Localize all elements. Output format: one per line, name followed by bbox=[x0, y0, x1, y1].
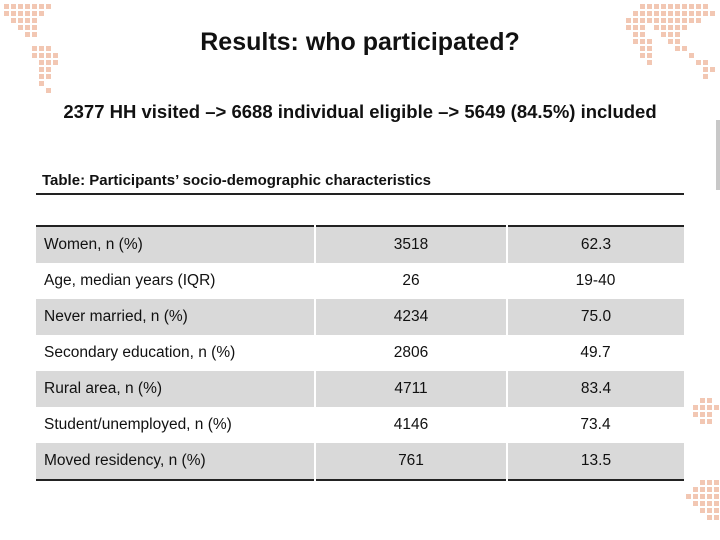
table-row: Secondary education, n (%) 2806 49.7 bbox=[36, 335, 684, 371]
row-count: 761 bbox=[314, 443, 507, 480]
row-label: Student/unemployed, n (%) bbox=[44, 416, 232, 433]
row-count: 2806 bbox=[393, 344, 429, 361]
row-label: Rural area, n (%) bbox=[36, 371, 315, 407]
table-row: Rural area, n (%) 4711 83.4 bbox=[36, 371, 684, 407]
table-row: Moved residency, n (%) 761 13.5 bbox=[36, 443, 684, 480]
row-label: Secondary education, n (%) bbox=[44, 344, 236, 361]
row-value: 73.4 bbox=[580, 416, 611, 433]
row-value: 13.5 bbox=[506, 443, 684, 480]
row-count: 4711 bbox=[314, 371, 507, 407]
edge-decoration-bar bbox=[716, 120, 720, 190]
participants-table: Women, n (%) 3518 62.3 Age, median years… bbox=[36, 225, 684, 481]
row-value: 19-40 bbox=[575, 272, 616, 289]
row-label: Women, n (%) bbox=[36, 226, 315, 263]
row-label: Age, median years (IQR) bbox=[44, 272, 216, 289]
row-value: 49.7 bbox=[580, 344, 611, 361]
row-count: 26 bbox=[402, 272, 420, 289]
slide-subtitle: 2377 HH visited –> 6688 individual eligi… bbox=[63, 101, 657, 122]
table-row: Age, median years (IQR) 26 19-40 bbox=[36, 263, 684, 299]
row-count: 4234 bbox=[314, 299, 507, 335]
row-label: Never married, n (%) bbox=[36, 299, 315, 335]
row-value: 62.3 bbox=[506, 226, 684, 263]
table-caption: Table: Participants’ socio-demographic c… bbox=[42, 172, 432, 189]
row-value: 75.0 bbox=[506, 299, 684, 335]
row-value: 83.4 bbox=[506, 371, 684, 407]
row-label: Moved residency, n (%) bbox=[36, 443, 315, 480]
caption-divider bbox=[36, 193, 684, 195]
slide-title: Results: who participated? bbox=[200, 28, 520, 56]
row-count: 3518 bbox=[314, 226, 507, 263]
table-row: Never married, n (%) 4234 75.0 bbox=[36, 299, 684, 335]
table-row: Student/unemployed, n (%) 4146 73.4 bbox=[36, 407, 684, 443]
row-count: 4146 bbox=[393, 416, 429, 433]
table-row: Women, n (%) 3518 62.3 bbox=[36, 226, 684, 263]
